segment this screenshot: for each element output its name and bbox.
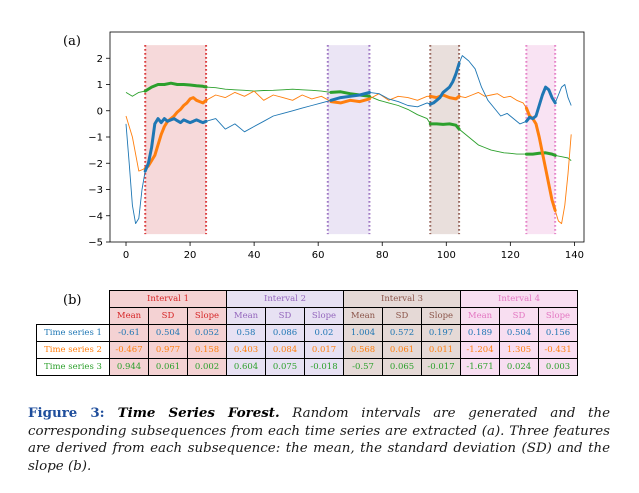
features-table: Interval 1 Interval 2 Interval 3 Interval 4… [36, 290, 578, 376]
table-cell: 0.403 [226, 341, 266, 359]
table-cell: -0.467 [109, 341, 149, 359]
table-cell: 1.004 [343, 324, 383, 342]
x-tick-label: 120 [501, 250, 520, 261]
table-cell: 0.572 [382, 324, 422, 342]
table-cell: -0.431 [538, 341, 578, 359]
table-corner [37, 291, 110, 308]
table-cell: 0.977 [148, 341, 188, 359]
interval-band-1 [145, 45, 207, 235]
sub-header-mean: Mean [460, 307, 500, 325]
table-cell: 0.504 [499, 324, 539, 342]
table-cell: 0.061 [148, 358, 188, 376]
sub-header-sd: SD [265, 307, 305, 325]
table-cell: -1.204 [460, 341, 500, 359]
interval-header-2: Interval 2 [226, 290, 344, 308]
y-tick-label: −5 [88, 238, 103, 249]
table-cell: -0.017 [421, 358, 461, 376]
x-tick-label: 40 [248, 250, 261, 261]
sub-header-mean: Mean [226, 307, 266, 325]
figure-number: Figure 3 [28, 405, 100, 421]
x-tick-label: 60 [312, 250, 325, 261]
table-cell: 0.568 [343, 341, 383, 359]
y-tick-label: 2 [97, 54, 103, 65]
table-cell: 0.011 [421, 341, 461, 359]
panel-b-label: (b) [63, 293, 82, 308]
table-cell: 0.189 [460, 324, 500, 342]
x-tick-label: 140 [565, 250, 584, 261]
sub-header-sd: SD [499, 307, 539, 325]
table-cell: 0.086 [265, 324, 305, 342]
x-tick-label: 100 [437, 250, 456, 261]
table-row: Time series 3 0.944 0.061 0.002 0.604 0.075 -0… [36, 358, 578, 376]
series-1-interval-1-segment [143, 117, 208, 173]
sub-header-slope: Slope [187, 307, 227, 325]
series-2-interval-2-segment [329, 97, 371, 105]
y-tick-label: −2 [88, 159, 103, 170]
row-label: Time series 1 [36, 324, 110, 342]
table-cell: 0.197 [421, 324, 461, 342]
sub-header-sd: SD [148, 307, 188, 325]
y-tick-label: −1 [88, 133, 103, 144]
table-cell: 0.084 [265, 341, 305, 359]
table-cell: 0.156 [538, 324, 578, 342]
table-cell: 0.02 [304, 324, 344, 342]
row-label: Time series 2 [36, 341, 110, 359]
table-cell: 0.604 [226, 358, 266, 376]
interval-band-2 [327, 45, 370, 235]
table-cell: 0.003 [538, 358, 578, 376]
table-cell: -0.018 [304, 358, 344, 376]
interval-header-4: Interval 4 [460, 290, 578, 308]
table-cell: -1.671 [460, 358, 500, 376]
series-1-interval-4-segment [524, 85, 557, 123]
x-tick-label: 20 [184, 250, 197, 261]
series-2-interval-1-segment [143, 96, 208, 170]
panel-a-label: (a) [63, 34, 81, 49]
table-cell: 0.075 [265, 358, 305, 376]
interval-header-3: Interval 3 [343, 290, 461, 308]
y-tick-label: 1 [97, 80, 103, 91]
sub-header-slope: Slope [421, 307, 461, 325]
table-cell: 0.017 [304, 341, 344, 359]
caption-text: Random intervals are generated and the c… [28, 406, 610, 474]
series-lines [125, 55, 572, 225]
table-cell: -0.61 [109, 324, 149, 342]
sub-header-slope: Slope [538, 307, 578, 325]
table-cell: -0.57 [343, 358, 383, 376]
table-row: Time series 2 -0.467 0.977 0.158 0.403 0.084 0… [36, 341, 578, 359]
series-1-interval-3-segment [428, 62, 461, 106]
table-cell: 0.065 [382, 358, 422, 376]
interval-bands [144, 45, 557, 235]
table-cell: 0.052 [187, 324, 227, 342]
x-tick-label: 0 [123, 250, 129, 261]
table-cell: 0.504 [148, 324, 188, 342]
y-tick-label: 0 [97, 106, 103, 117]
sub-header-sd: SD [382, 307, 422, 325]
table-corner [37, 308, 110, 325]
time-series-plot: 0 20 40 60 80 100 120 140 2 1 0 −1 −2 −3 −4 −5 [88, 31, 585, 261]
table-cell: 0.158 [187, 341, 227, 359]
series-3-interval-3-segment [428, 122, 461, 131]
series-3-interval-1-segment [143, 81, 208, 93]
sub-header-slope: Slope [304, 307, 344, 325]
table-cell: 0.002 [187, 358, 227, 376]
y-tick-label: −3 [88, 185, 103, 196]
table-cell: 0.58 [226, 324, 266, 342]
row-label: Time series 3 [36, 358, 110, 376]
table-cell: 0.061 [382, 341, 422, 359]
series-1-interval-2-segment [329, 90, 371, 102]
table-cell: 1.305 [499, 341, 539, 359]
interval-header-1: Interval 1 [109, 290, 227, 308]
table-row: Time series 1 -0.61 0.504 0.052 0.58 0.086 0.0… [36, 324, 578, 342]
table-cell: 0.944 [109, 358, 149, 376]
plot-axes: 0 20 40 60 80 100 120 140 2 1 0 −1 −2 −3 −4 −5 [88, 31, 585, 261]
sub-header-mean: Mean [343, 307, 383, 325]
y-tick-label: −4 [88, 211, 103, 222]
figure-caption: Figure 3: Time Series Forest. Random int… [28, 405, 610, 474]
series-2-interval-3-segment [428, 93, 461, 101]
figure-title: Time Series Forest [117, 405, 275, 421]
table-cell: 0.024 [499, 358, 539, 376]
x-tick-label: 80 [376, 250, 389, 261]
sub-header-mean: Mean [109, 307, 149, 325]
